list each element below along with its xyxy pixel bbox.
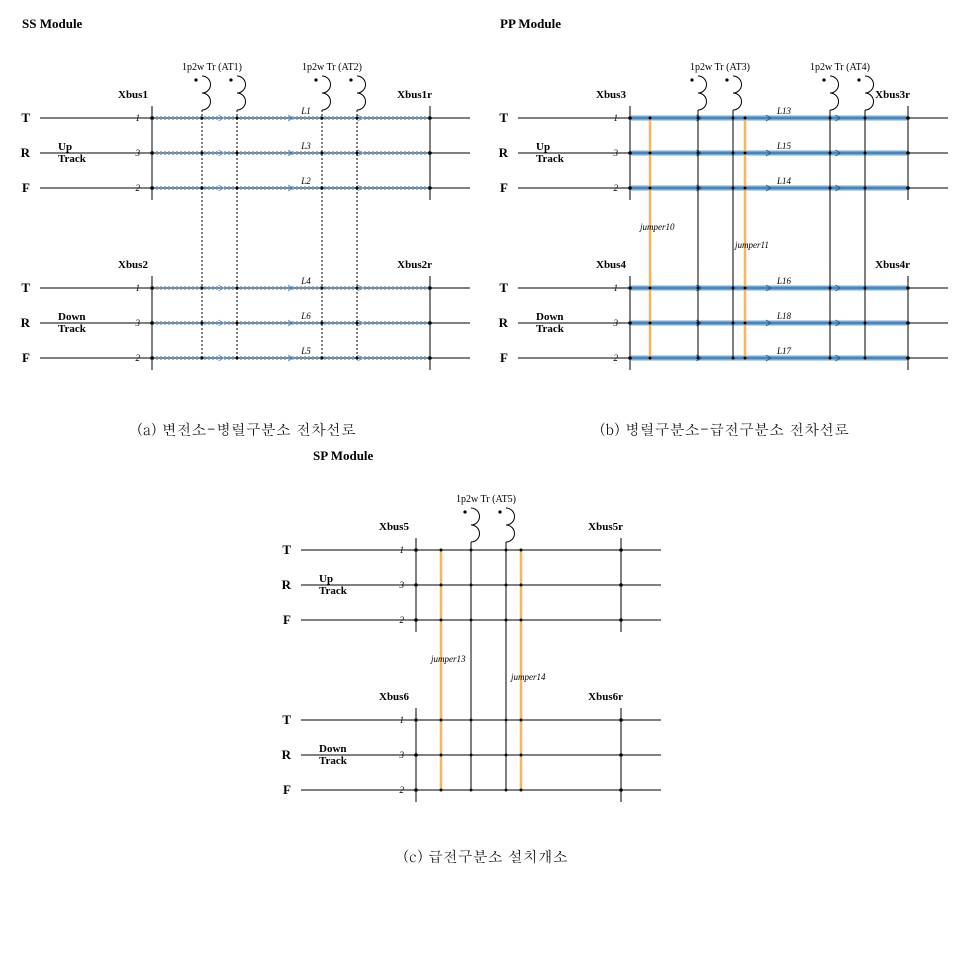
svg-text:Xbus2r: Xbus2r — [397, 259, 432, 271]
svg-text:R: R — [498, 315, 508, 330]
svg-text:1: 1 — [613, 283, 618, 293]
svg-text:1: 1 — [399, 545, 404, 555]
svg-text:1: 1 — [135, 283, 140, 293]
svg-text:R: R — [281, 747, 291, 762]
svg-text:L6: L6 — [300, 311, 311, 321]
svg-text:Xbus1r: Xbus1r — [397, 89, 432, 101]
svg-text:T: T — [21, 280, 30, 295]
svg-text:L13: L13 — [775, 106, 791, 116]
svg-text:Xbus4: Xbus4 — [596, 259, 626, 271]
svg-text:3: 3 — [134, 318, 140, 328]
svg-text:3: 3 — [612, 148, 618, 158]
svg-text:1p2w Tr (AT3): 1p2w Tr (AT3) — [690, 62, 750, 73]
svg-text:F: F — [283, 782, 291, 797]
svg-text:F: F — [500, 180, 508, 195]
svg-text:L14: L14 — [775, 176, 791, 186]
svg-text:2: 2 — [135, 183, 140, 193]
panel-c: SP Module 1p2w Tr (AT5) Xbus5 Xbus5r T 1 R 3 F 2 U… — [251, 440, 721, 867]
diagram-ss-module: SS Module 1p2w Tr (AT1) 1p2w Tr (AT2) Xbus1… — [12, 8, 482, 413]
svg-text:UpTrack: UpTrack — [58, 141, 87, 165]
svg-text:2: 2 — [613, 353, 618, 363]
svg-text:jumper11: jumper11 — [734, 240, 769, 250]
svg-text:DownTrack: DownTrack — [536, 311, 565, 335]
svg-text:F: F — [22, 180, 30, 195]
diagram-sp-module: SP Module 1p2w Tr (AT5) Xbus5 Xbus5r T 1 R 3 F 2 U… — [251, 440, 721, 840]
svg-text:F: F — [22, 350, 30, 365]
svg-text:1: 1 — [613, 113, 618, 123]
svg-text:PP Module: PP Module — [500, 16, 561, 31]
svg-text:T: T — [21, 110, 30, 125]
svg-text:2: 2 — [135, 353, 140, 363]
svg-text:L15: L15 — [775, 141, 791, 151]
svg-text:R: R — [20, 315, 30, 330]
svg-text:L16: L16 — [775, 276, 791, 286]
svg-text:Xbus3: Xbus3 — [596, 89, 626, 101]
svg-text:1: 1 — [399, 715, 404, 725]
svg-text:L17: L17 — [775, 346, 791, 356]
svg-text:F: F — [500, 350, 508, 365]
svg-text:T: T — [282, 542, 291, 557]
svg-text:3: 3 — [398, 750, 404, 760]
svg-text:UpTrack: UpTrack — [319, 573, 348, 597]
svg-text:1p2w Tr (AT1): 1p2w Tr (AT1) — [182, 62, 242, 73]
diagram-pp-module: PP Module 1p2w Tr (AT3) 1p2w Tr (AT4) Xbus3… — [490, 8, 955, 413]
svg-text:L1: L1 — [300, 106, 311, 116]
svg-text:DownTrack: DownTrack — [319, 743, 348, 767]
panel-b: PP Module 1p2w Tr (AT3) 1p2w Tr (AT4) Xbus3… — [490, 8, 955, 440]
svg-text:3: 3 — [134, 148, 140, 158]
svg-text:Xbus5r: Xbus5r — [588, 521, 623, 533]
svg-text:T: T — [499, 110, 508, 125]
svg-text:2: 2 — [399, 785, 404, 795]
svg-text:R: R — [281, 577, 291, 592]
svg-text:UpTrack: UpTrack — [536, 141, 565, 165]
svg-text:Xbus3r: Xbus3r — [875, 89, 910, 101]
panel-a: SS Module 1p2w Tr (AT1) 1p2w Tr (AT2) Xbus1… — [12, 8, 482, 440]
svg-text:SP Module: SP Module — [313, 448, 374, 463]
svg-text:L2: L2 — [300, 176, 311, 186]
svg-text:T: T — [499, 280, 508, 295]
svg-text:DownTrack: DownTrack — [58, 311, 87, 335]
svg-text:L3: L3 — [300, 141, 311, 151]
svg-text:Xbus4r: Xbus4r — [875, 259, 910, 271]
svg-text:L18: L18 — [775, 311, 791, 321]
svg-text:1p2w Tr (AT2): 1p2w Tr (AT2) — [302, 62, 362, 73]
svg-text:Xbus2: Xbus2 — [118, 259, 148, 271]
svg-text:Xbus5: Xbus5 — [379, 521, 409, 533]
svg-text:R: R — [20, 145, 30, 160]
svg-text:2: 2 — [399, 615, 404, 625]
svg-text:2: 2 — [613, 183, 618, 193]
svg-text:T: T — [282, 712, 291, 727]
svg-text:1p2w Tr (AT4): 1p2w Tr (AT4) — [810, 62, 870, 73]
svg-text:1: 1 — [135, 113, 140, 123]
svg-text:L5: L5 — [300, 346, 311, 356]
svg-text:F: F — [283, 612, 291, 627]
svg-text:Xbus6r: Xbus6r — [588, 691, 623, 703]
svg-text:SS Module: SS Module — [22, 16, 83, 31]
svg-text:R: R — [498, 145, 508, 160]
svg-text:1p2w Tr (AT5): 1p2w Tr (AT5) — [456, 494, 516, 505]
caption-b: (b) 병렬구분소-급전구분소 전차선로 — [490, 419, 955, 440]
svg-text:L4: L4 — [300, 276, 311, 286]
caption-a: (a) 변전소-병렬구분소 전차선로 — [12, 419, 482, 440]
svg-text:jumper10: jumper10 — [639, 222, 675, 232]
svg-text:3: 3 — [398, 580, 404, 590]
svg-text:3: 3 — [612, 318, 618, 328]
svg-text:Xbus6: Xbus6 — [379, 691, 409, 703]
svg-text:Xbus1: Xbus1 — [118, 89, 148, 101]
svg-text:jumper13: jumper13 — [430, 654, 466, 664]
caption-c: (c) 급전구분소 설치개소 — [251, 846, 721, 867]
svg-text:jumper14: jumper14 — [510, 672, 546, 682]
